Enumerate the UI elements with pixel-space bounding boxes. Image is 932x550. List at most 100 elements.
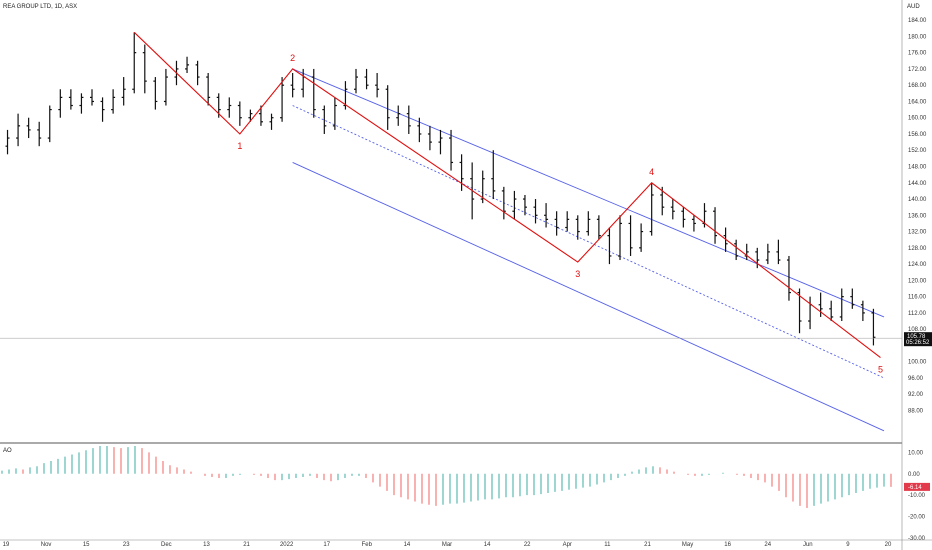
- ohlc-bar: [829, 300, 834, 322]
- ohlc-bar: [670, 199, 675, 220]
- price-tick-label: 96.00: [908, 376, 924, 382]
- time-tick-label: 9: [846, 542, 850, 548]
- ohlc-bar: [871, 308, 876, 346]
- wave-line: [133, 31, 881, 359]
- ohlc-bar: [417, 117, 422, 143]
- ohlc-bar: [607, 227, 612, 265]
- price-tick-label: 152.00: [908, 148, 927, 154]
- price-tick-label: 180.00: [908, 34, 927, 40]
- ohlc-bar: [185, 56, 190, 73]
- price-tick-label: 156.00: [908, 132, 927, 138]
- price-tick-label: 88.00: [908, 408, 924, 414]
- ohlc-bar: [575, 215, 580, 240]
- ohlc-bar: [660, 186, 665, 216]
- wave-label-5: 5: [878, 365, 883, 375]
- time-tick-label: 17: [323, 542, 330, 548]
- ohlc-bar: [755, 247, 760, 269]
- price-tick-label: 112.00: [908, 311, 927, 317]
- price-tick-label: 132.00: [908, 230, 927, 236]
- time-tick-label: Jun: [803, 542, 813, 548]
- ohlc-bars: [0, 32, 902, 346]
- price-tick-label: 172.00: [908, 67, 927, 73]
- time-tick-label: 14: [404, 542, 411, 548]
- price-tick-label: 144.00: [908, 181, 927, 187]
- ohlc-bar: [449, 129, 454, 171]
- ohlc-bar: [79, 93, 84, 114]
- ohlc-bar: [639, 223, 644, 252]
- ohlc-bar: [90, 89, 94, 106]
- time-tick-label: Nov: [41, 542, 52, 548]
- ohlc-bar: [47, 105, 52, 143]
- ohlc-bar: [438, 129, 443, 155]
- time-tick-label: 13: [203, 542, 210, 548]
- ohlc-bar: [195, 60, 200, 86]
- ohlc-bar: [322, 105, 327, 134]
- ohlc-bar: [311, 68, 316, 118]
- wave-label-4: 4: [649, 167, 654, 177]
- ohlc-bar: [681, 207, 686, 228]
- time-tick-label: Apr: [563, 542, 572, 548]
- chart-title: REA GROUP LTD, 1D, ASX: [3, 4, 77, 10]
- ohlc-bar: [37, 121, 42, 147]
- price-tick-label: 124.00: [908, 262, 927, 268]
- ohlc-bar: [713, 207, 718, 244]
- ohlc-bar: [142, 44, 147, 94]
- ohlc-bar: [280, 77, 285, 122]
- ao-last-label: -6.14: [908, 485, 922, 491]
- currency-label: AUD: [907, 4, 920, 10]
- ohlc-bar: [744, 243, 749, 261]
- channel-middle-line: [292, 105, 885, 379]
- ohlc-bar: [58, 89, 63, 118]
- time-tick-label: 21: [243, 542, 250, 548]
- last-price-badge: [904, 332, 932, 347]
- ohlc-bar: [5, 129, 10, 155]
- time-tick-label: 15: [83, 542, 90, 548]
- time-tick-label: 22: [524, 542, 531, 548]
- wave-label-3: 3: [575, 269, 580, 279]
- ohlc-bar: [491, 150, 496, 200]
- time-tick-label: Dec: [161, 542, 172, 548]
- ohlc-bar: [132, 32, 137, 94]
- ohlc-bar: [586, 211, 591, 236]
- ohlc-bar: [16, 113, 21, 147]
- ohlc-bar: [68, 89, 73, 110]
- time-tick-label: 2022: [280, 542, 294, 548]
- ohlc-bar: [269, 113, 274, 130]
- ohlc-bar: [691, 215, 696, 232]
- elliott-wave: 1 2 3 4 5: [133, 31, 883, 375]
- ao-tick-label: -30.00: [908, 536, 926, 542]
- price-tick-label: 116.00: [908, 295, 927, 301]
- price-tick-label: 128.00: [908, 246, 927, 252]
- price-tick-label: 108.00: [908, 327, 927, 333]
- price-tick-label: 120.00: [908, 278, 927, 284]
- ohlc-bar: [554, 211, 559, 236]
- ohlc-bar: [258, 105, 263, 126]
- ohlc-bar: [364, 68, 369, 90]
- ohlc-bar: [818, 292, 823, 317]
- time-tick-label: 16: [724, 542, 731, 548]
- time-tick-label: 21: [644, 542, 651, 548]
- price-tick-label: 176.00: [908, 51, 927, 57]
- time-tick-label: Mar: [442, 542, 452, 548]
- ohlc-bar: [765, 243, 770, 265]
- price-tick-label: 92.00: [908, 392, 924, 398]
- price-tick-label: 160.00: [908, 116, 927, 122]
- channel-lower-line: [292, 162, 885, 432]
- ao-tick-label: -20.00: [908, 515, 926, 521]
- price-tick-label: 164.00: [908, 99, 927, 105]
- ohlc-bar: [544, 203, 549, 228]
- ohlc-bar: [618, 215, 622, 261]
- ao-tick-label: 10.00: [908, 450, 924, 456]
- time-tick-label: 14: [484, 542, 491, 548]
- ohlc-bar: [100, 97, 105, 122]
- ohlc-bar: [227, 97, 232, 118]
- ohlc-bar: [522, 194, 527, 216]
- ao-last-badge: [904, 482, 930, 491]
- price-tick-label: 148.00: [908, 165, 927, 171]
- ohlc-bar: [206, 72, 211, 106]
- ohlc-bar: [121, 77, 126, 106]
- ohlc-bar: [533, 199, 538, 224]
